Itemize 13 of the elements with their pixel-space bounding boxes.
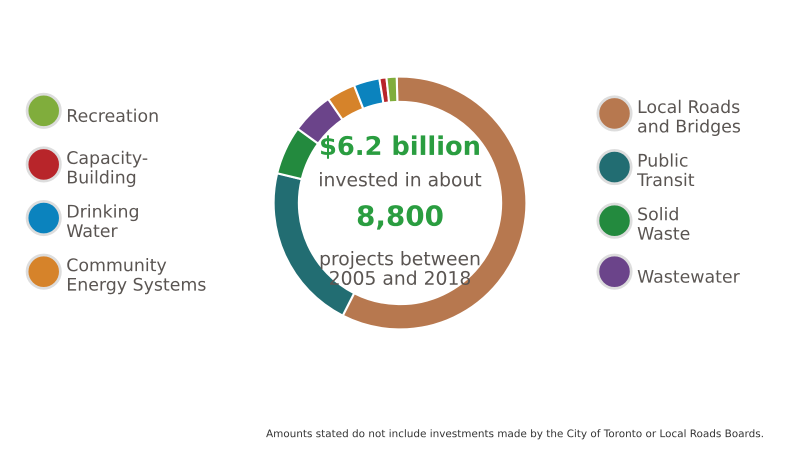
- legend-label: Solid Waste: [638, 207, 690, 240]
- legend-label: Public Transit: [637, 153, 694, 186]
- legend-label: Community Energy Systems: [67, 258, 206, 294]
- legend-label: Recreation: [68, 108, 158, 122]
- text: projects between 2005 and 2018: [320, 250, 480, 286]
- text: Amounts stated do not include investments made by the City of Toronto or Local Roads Boards.: [266, 429, 763, 440]
- text: $6.2 billion: [321, 135, 479, 159]
- legend-label: Capacity- Building: [67, 150, 148, 187]
- legend-label: Local Roads and Bridges: [638, 100, 740, 136]
- legend-label: Wastewater: [638, 270, 740, 283]
- text: 8,800: [358, 205, 443, 230]
- legend-label: Drinking Water: [66, 204, 138, 238]
- text: invested in about: [320, 172, 482, 187]
